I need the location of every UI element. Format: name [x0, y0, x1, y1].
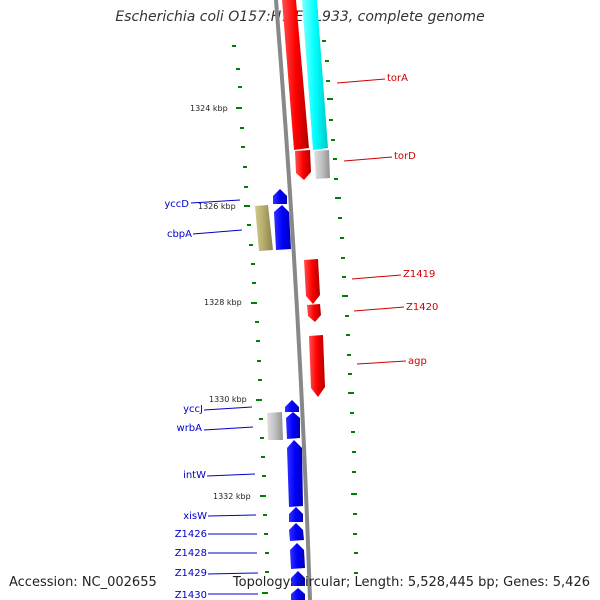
- scale-label-1326: 1326 kbp: [198, 202, 236, 211]
- gene-torA-feature[interactable]: [282, 0, 309, 150]
- gene-Z1430-feature[interactable]: [291, 588, 305, 600]
- reverse-strand-features: [255, 189, 305, 600]
- gene-xisW-feature[interactable]: [289, 507, 303, 522]
- cds-torA-feature[interactable]: [302, 0, 328, 150]
- gene-label-yccD[interactable]: yccD: [164, 199, 189, 210]
- gene-label-Z1419[interactable]: Z1419: [403, 269, 435, 280]
- gene-intW-feature[interactable]: [287, 440, 303, 507]
- gene-Z1429-feature[interactable]: [291, 571, 305, 586]
- gene-label-Z1430[interactable]: Z1430: [175, 590, 207, 600]
- gene-label-Z1429[interactable]: Z1429: [175, 568, 207, 579]
- gene-label-Z1426[interactable]: Z1426: [175, 529, 207, 540]
- inner-tick-ring: [232, 45, 269, 594]
- cbpA-olive-feature[interactable]: [255, 205, 273, 251]
- gene-label-torD[interactable]: torD: [394, 151, 416, 162]
- gene-wrbA-feature[interactable]: [286, 412, 300, 439]
- genome-summary-label: Topology: circular; Length: 5,528,445 bp…: [232, 575, 590, 590]
- gene-label-Z1428[interactable]: Z1428: [175, 548, 207, 559]
- gene-label-cbpA[interactable]: cbpA: [167, 229, 192, 240]
- scale-label-1324: 1324 kbp: [190, 104, 228, 113]
- gene-torD-feature[interactable]: [295, 150, 311, 180]
- gene-label-Z1420[interactable]: Z1420: [406, 302, 438, 313]
- gene-Z1428-feature[interactable]: [290, 543, 305, 569]
- rna-torD-feature[interactable]: [314, 150, 330, 179]
- outer-tick-ring: [322, 40, 358, 574]
- gene-Z1420-feature[interactable]: [307, 304, 321, 322]
- scale-label-1332: 1332 kbp: [213, 492, 251, 501]
- gene-label-torA[interactable]: torA: [387, 73, 408, 84]
- wrbA-grey-feature[interactable]: [267, 412, 283, 440]
- scale-label-1330: 1330 kbp: [209, 395, 247, 404]
- gene-yccJ-feature[interactable]: [285, 400, 299, 412]
- gene-cbpA-feature[interactable]: [274, 205, 291, 250]
- map-title: Escherichia coli O157:H7 EDL933, complet…: [115, 9, 485, 25]
- scale-label-1328: 1328 kbp: [204, 298, 242, 307]
- accession-label: Accession: NC_002655: [9, 575, 157, 590]
- gene-Z1419-feature[interactable]: [304, 259, 320, 304]
- gene-yccD-feature[interactable]: [273, 189, 287, 204]
- gene-Z1426-feature[interactable]: [289, 523, 304, 541]
- forward-strand-features: [282, 0, 330, 397]
- gene-label-agp[interactable]: agp: [408, 356, 427, 367]
- genome-backbone: [274, 0, 312, 600]
- gene-label-xisW[interactable]: xisW: [183, 511, 207, 522]
- gene-label-yccJ[interactable]: yccJ: [183, 404, 203, 415]
- leader-lines: [190, 78, 407, 595]
- gene-label-wrbA[interactable]: wrbA: [177, 423, 203, 434]
- gene-agp-feature[interactable]: [309, 335, 325, 397]
- gene-label-intW[interactable]: intW: [183, 470, 206, 481]
